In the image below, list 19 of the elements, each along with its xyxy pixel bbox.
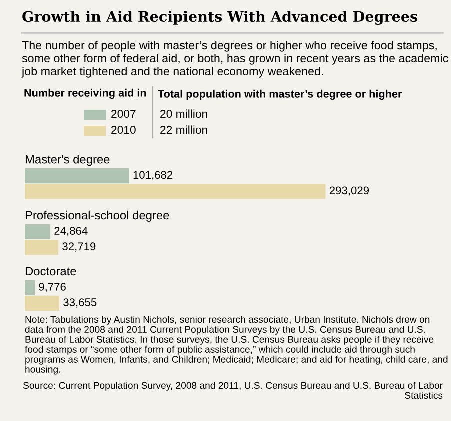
- data-label: 24,864: [54, 227, 88, 236]
- text: 20 million: [160, 110, 208, 118]
- legend-label: 2007: [112, 110, 136, 118]
- data-label: 9,776: [39, 283, 66, 292]
- chart-title: Growth in Aid Recipients With Advanced Degrees: [22, 10, 418, 26]
- y-tick-label: Professional-school degree: [26, 210, 170, 222]
- data-label: 101,682: [134, 171, 173, 180]
- data-label: 32,719: [62, 242, 96, 252]
- legend-title: Number receiving aid in: [24, 88, 146, 100]
- data-label: 33,655: [64, 298, 97, 308]
- data-label: 293,029: [330, 186, 369, 196]
- chart-subtitle: The number of people with master’s degrees or higher who receive food stamps, some other form of federal aid, or both, has grown in recent years as the academic job market tightened and the national economy weakened.: [22, 41, 448, 78]
- legend-label: 2010: [112, 126, 136, 134]
- y-tick-label: Doctorate: [26, 267, 76, 276]
- annotation: Note: Tabulations by Austin Nichols, senior research associate, Urban Institute. Nichols drew on data from the 2008 and 2011 Current Population Surveys by the U.S. Census Bureau and U.S. Bureau of Labor Statistics. In those surveys, the U.S. Census Bureau asks people if they receive food stamps or “some other form of public assistance,” which could include aid through such programs as Women, Infants, and Children; Medicaid; Medicare; and aid for heating, child care, and housing.: [25, 316, 448, 375]
- y-tick-label: Master's degree: [26, 154, 110, 166]
- text: 22 million: [160, 126, 208, 134]
- text: Total population with master’s degree or higher: [158, 90, 402, 100]
- source-note: Source: Current Population Survey, 2008 and 2011, U.S. Census Bureau and U.S. Bureau of Labor Statistics: [23, 382, 443, 400]
